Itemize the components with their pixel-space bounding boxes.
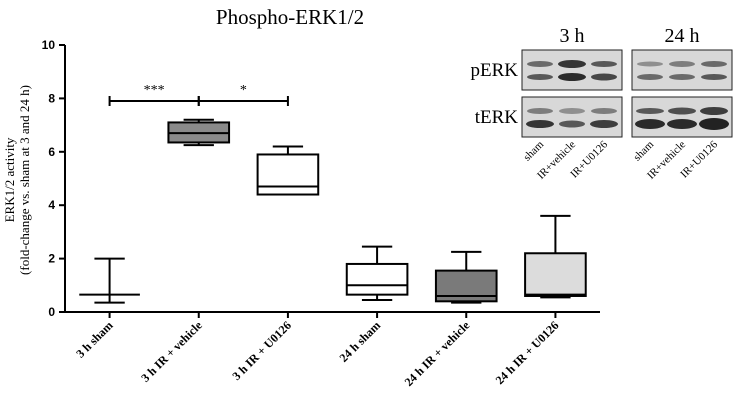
significance-label: * [240,83,247,98]
blot-timepoint: 24 h [665,25,700,47]
blot-panel [631,96,733,138]
y-axis-label-line: ERK1/2 activity [2,137,17,222]
significance-label: *** [144,83,165,98]
blot-panel [631,49,733,91]
x-tick-label: 3 h IR + U0126 [229,318,294,383]
x-tick-label: 3 h IR + vehicle [138,318,205,385]
x-tick-label: 24 h IR + vehicle [402,318,473,389]
y-tick-label: 8 [48,91,55,105]
box [345,262,409,296]
box [524,252,587,297]
chart-title: Phospho-ERK1/2 [216,5,364,29]
x-tick-label: 3 h sham [73,318,115,360]
y-tick-label: 0 [48,305,55,319]
blot-panel [521,96,623,138]
blot-lane-label: sham [521,138,546,163]
blot-row-label: tERK [475,107,519,128]
blot-bands [526,60,729,130]
y-axis-label: ERK1/2 activity (fold-change vs. sham at… [2,85,32,275]
y-tick-label: 6 [48,145,55,159]
box [256,153,320,196]
y-tick-label: 2 [48,252,55,266]
x-tick-label: 24 h IR + U0126 [493,318,562,387]
blot-row-label: pERK [471,60,519,81]
y-tick-label: 10 [42,38,56,52]
blot-timepoint: 3 h [560,25,585,47]
y-tick-label: 4 [48,198,55,212]
x-tick-label: 24 h sham [337,318,384,365]
y-axis-label-line: (fold-change vs. sham at 3 and 24 h) [17,85,32,275]
blot-lane-label: sham [631,138,656,163]
blot-panel [521,49,623,91]
